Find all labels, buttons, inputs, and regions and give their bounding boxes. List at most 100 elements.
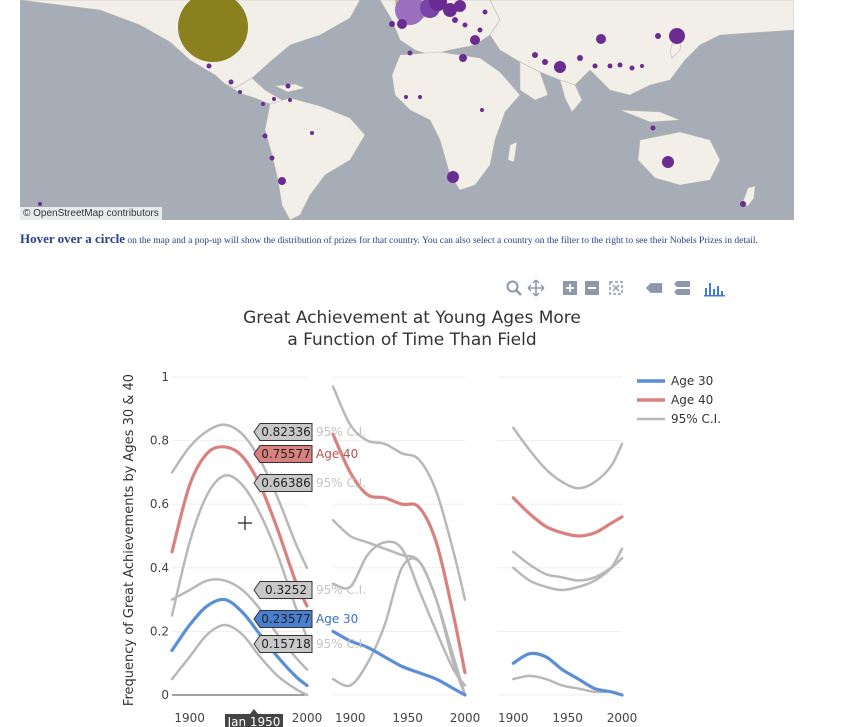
country-bubble[interactable] [607,63,613,69]
country-bubble[interactable] [477,27,483,33]
y-tick-label: 1 [161,370,169,384]
y-tick-label: 0.2 [150,624,169,638]
x-tick-label: 1900 [174,711,205,725]
country-bubble[interactable] [262,133,268,139]
country-bubble[interactable] [480,108,484,112]
map-attribution[interactable]: © OpenStreetMap contributors [20,207,162,220]
series-line[interactable] [512,547,624,592]
series-line[interactable] [512,550,624,582]
y-tick-label: 0.6 [150,497,169,511]
country-bubble[interactable] [389,21,395,27]
legend: Age 30 Age 40 95% C.I. [637,374,721,426]
country-bubble[interactable] [454,0,466,12]
hover-label-box [253,445,313,463]
x-tick-label: 2000 [450,711,481,725]
country-bubble[interactable] [542,59,548,65]
series-line[interactable] [331,540,467,687]
country-bubble[interactable] [596,34,606,44]
country-bubble[interactable] [178,0,248,62]
x-tick-label: 1900 [498,711,529,725]
hover-label-value: 0.82336 [261,425,311,439]
country-bubble[interactable] [285,83,291,89]
country-bubble[interactable] [238,90,242,94]
country-bubble[interactable] [669,28,685,44]
series-line[interactable] [170,423,309,570]
hover-label-name: 95% C.I. [316,583,366,597]
hover-label-name: 95% C.I. [316,425,366,439]
country-bubble[interactable] [310,131,314,135]
country-bubble[interactable] [532,52,538,58]
country-bubble[interactable] [278,177,286,185]
chart-title-line: a Function of Time Than Field [287,330,536,350]
series-line[interactable] [170,623,309,697]
country-bubble[interactable] [418,95,422,99]
country-bubble[interactable] [629,65,635,71]
series-line[interactable] [512,426,624,490]
country-bubble[interactable] [269,155,275,161]
series-line[interactable] [331,518,467,697]
hover-label-box [253,423,313,441]
pan-icon[interactable] [527,279,545,297]
plotly-logo-icon[interactable] [703,279,727,297]
country-bubble[interactable] [447,171,459,183]
country-bubble[interactable] [206,63,212,69]
series-line[interactable] [170,597,309,688]
series-line[interactable] [331,385,467,601]
zoom-in-icon[interactable] [561,279,579,297]
country-bubble[interactable] [662,156,674,168]
country-bubble[interactable] [288,98,292,102]
country-bubble[interactable] [650,125,656,131]
x-tick-label: 2000 [292,711,323,725]
y-tick-label: 0 [161,688,169,702]
y-tick-label: 0.8 [150,434,169,448]
zoom-icon[interactable] [505,279,523,297]
country-bubble[interactable] [261,102,265,106]
legend-label[interactable]: Age 40 [671,393,713,407]
hover-closest-icon[interactable] [645,279,663,297]
country-bubble[interactable] [397,19,407,29]
hover-compare-icon[interactable] [673,279,691,297]
caption-text: on the map and a pop-up will show the di… [125,236,758,246]
country-bubble[interactable] [740,201,746,207]
country-bubble[interactable] [470,35,480,45]
country-bubble[interactable] [228,79,234,85]
legend-label[interactable]: Age 30 [671,374,713,388]
hover-label-box [253,474,313,492]
country-bubble[interactable] [443,3,457,17]
series-line[interactable] [331,629,467,697]
country-bubble[interactable] [640,64,644,68]
series-line[interactable] [511,496,624,538]
series-line[interactable] [511,651,624,697]
chart-toolbar [503,279,733,297]
series-line[interactable] [170,445,309,608]
caption-lead: Hover over a circle [20,231,126,246]
hover-label-box [253,610,313,628]
country-bubble[interactable] [407,50,413,56]
country-bubble[interactable] [617,62,623,68]
series-line[interactable] [331,557,467,697]
country-bubble[interactable] [459,54,467,62]
country-bubble[interactable] [554,61,566,73]
country-bubble[interactable] [462,22,468,28]
map-caption: Hover over a circle on the map and a pop… [20,231,800,249]
country-bubble[interactable] [395,0,425,25]
zoom-out-icon[interactable] [583,279,601,297]
legend-label[interactable]: 95% C.I. [671,412,721,426]
country-bubble[interactable] [592,63,598,69]
country-bubble[interactable] [655,33,661,39]
series-line[interactable] [331,432,467,675]
hover-label-value: 0.75577 [261,447,311,461]
country-bubble[interactable] [452,17,458,23]
world-map[interactable]: © OpenStreetMap contributors [20,0,794,220]
autoscale-icon[interactable] [607,279,625,297]
country-bubble[interactable] [482,9,488,15]
prize-bubbles[interactable] [38,0,746,207]
country-bubble[interactable] [272,97,276,101]
map-canvas[interactable] [20,0,794,220]
country-bubble[interactable] [577,55,583,61]
plot-area[interactable]: 0 0.2 0.4 0.6 0.8 1 1900 2000 1900 1950 2000 1900 19… [150,370,637,725]
country-bubble[interactable] [404,95,408,99]
country-bubble[interactable] [429,0,447,11]
country-bubble[interactable] [38,202,42,206]
